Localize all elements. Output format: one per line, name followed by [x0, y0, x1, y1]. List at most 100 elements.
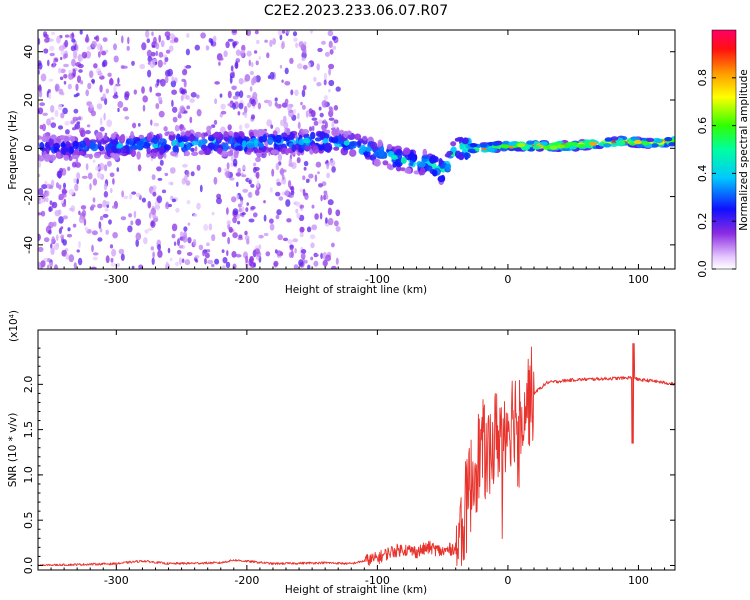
spectrogram-noise-mark — [133, 210, 137, 219]
spectrogram-ridge-mark — [234, 145, 242, 151]
spectrogram-noise-mark — [214, 98, 218, 105]
spectrogram-noise-mark — [275, 162, 280, 171]
spectrogram-noise-mark — [174, 124, 180, 132]
spectrogram-ridge-mark — [438, 158, 443, 166]
spectrogram-noise-mark — [294, 247, 297, 254]
spectrogram-noise-mark — [203, 223, 209, 232]
spectrogram-noise-mark — [146, 49, 152, 58]
spectrogram-noise-mark — [80, 80, 84, 85]
spectrogram-ridge-mark — [242, 140, 247, 148]
spectrogram-noise-mark — [45, 190, 50, 197]
spectrogram-ridge-mark — [190, 147, 195, 152]
spectrogram-noise-mark — [241, 212, 246, 216]
spectrogram-noise-mark — [185, 48, 190, 56]
spectrogram-noise-mark — [157, 177, 163, 181]
spectrogram-noise-mark — [331, 121, 335, 129]
spectrogram-noise-mark — [48, 92, 52, 100]
spectrogram-noise-mark — [52, 59, 56, 67]
spectrogram-noise-mark — [54, 210, 61, 217]
spectrogram-noise-mark — [245, 207, 249, 212]
spectrogram-ridge-mark — [540, 141, 548, 146]
spectrogram-noise-mark — [198, 244, 204, 251]
spectrogram-ridge-mark — [386, 143, 393, 150]
spectrogram-noise-mark — [232, 216, 238, 224]
spectrogram-noise-mark — [91, 230, 98, 236]
spectrogram-noise-mark — [80, 205, 87, 210]
spectrogram-noise-mark — [178, 257, 182, 266]
spectrogram-marks — [38, 30, 675, 269]
spectrogram-noise-mark — [180, 89, 186, 95]
spectrogram-y-tick-label: -40 — [22, 236, 35, 254]
spectrogram-noise-mark — [218, 61, 221, 66]
spectrogram-ridge-mark — [159, 145, 165, 155]
spectrogram-noise-mark — [158, 34, 161, 43]
spectrogram-noise-mark — [241, 174, 247, 178]
spectrogram-noise-mark — [331, 166, 336, 173]
spectrogram-noise-mark — [85, 163, 89, 171]
spectrogram-noise-mark — [147, 228, 153, 231]
spectrogram-noise-mark — [102, 37, 108, 42]
spectrogram-ridge-mark — [203, 132, 208, 137]
spectrogram-noise-mark — [47, 89, 51, 94]
spectrogram-ridge-mark — [467, 148, 476, 153]
spectrogram-noise-mark — [108, 219, 112, 225]
spectrogram-ridge-mark — [69, 146, 75, 154]
spectrogram-ridge-mark — [419, 167, 426, 176]
spectrogram-noise-mark — [296, 212, 301, 219]
spectrogram-noise-mark — [302, 175, 306, 181]
snr-y-tick-label: 1.0 — [22, 466, 35, 484]
spectrogram-noise-mark — [263, 214, 267, 222]
spectrogram-noise-mark — [281, 40, 285, 49]
spectrogram-noise-mark — [146, 38, 151, 44]
spectrogram-noise-mark — [71, 38, 76, 43]
spectrogram-noise-mark — [131, 265, 135, 269]
spectrogram-ridge-mark — [349, 149, 357, 157]
spectrogram-ridge-mark — [526, 140, 535, 145]
spectrogram-ridge-mark — [373, 151, 380, 157]
spectrogram-ridge-mark — [343, 140, 350, 146]
spectrogram-ridge-mark — [212, 132, 220, 138]
spectrogram-noise-mark — [158, 110, 165, 118]
spectrogram-noise-mark — [75, 83, 79, 92]
spectrogram-noise-mark — [162, 54, 168, 58]
spectrogram-noise-mark — [164, 31, 171, 38]
spectrogram-ridge-mark — [181, 137, 188, 143]
spectrogram-noise-mark — [58, 227, 63, 234]
spectrogram-noise-mark — [211, 263, 215, 268]
spectrogram-noise-mark — [64, 53, 68, 59]
spectrogram-noise-mark — [196, 164, 201, 171]
spectrogram-noise-mark — [263, 200, 266, 204]
spectrogram-noise-mark — [276, 209, 282, 216]
spectrogram-noise-mark — [61, 202, 67, 208]
spectrogram-noise-mark — [76, 249, 80, 253]
spectrogram-noise-mark — [67, 83, 72, 90]
spectrogram-noise-mark — [78, 69, 83, 73]
spectrogram-noise-mark — [226, 162, 230, 170]
spectrogram-noise-mark — [246, 50, 252, 57]
spectrogram-noise-mark — [288, 158, 293, 167]
spectrogram-ridge-mark — [636, 143, 644, 148]
spectrogram-ridge-mark — [284, 148, 290, 156]
spectrogram-noise-mark — [86, 124, 91, 128]
spectrogram-noise-mark — [71, 161, 77, 168]
snr-x-tick-label: -200 — [234, 574, 259, 587]
spectrogram-noise-mark — [330, 265, 337, 269]
spectrogram-noise-mark — [290, 89, 294, 96]
spectrogram-noise-mark — [317, 171, 320, 175]
spectrogram-noise-mark — [150, 119, 153, 126]
spectrogram-ridge-mark — [422, 148, 428, 157]
spectrogram-ridge-mark — [98, 131, 103, 140]
spectrogram-noise-mark — [118, 248, 125, 255]
spectrogram-noise-mark — [227, 38, 234, 42]
spectrogram-noise-mark — [63, 63, 69, 68]
spectrogram-noise-mark — [293, 37, 298, 42]
spectrogram-noise-mark — [246, 202, 249, 206]
spectrogram-noise-mark — [97, 172, 102, 179]
spectrogram-noise-mark — [265, 251, 271, 257]
spectrogram-noise-mark — [297, 112, 300, 120]
spectrogram-noise-mark — [185, 65, 192, 69]
snr-y-tick-label: 0.0 — [22, 557, 35, 575]
spectrogram-noise-mark — [235, 172, 242, 177]
spectrogram-noise-mark — [43, 237, 50, 243]
spectrogram-noise-mark — [296, 157, 301, 164]
